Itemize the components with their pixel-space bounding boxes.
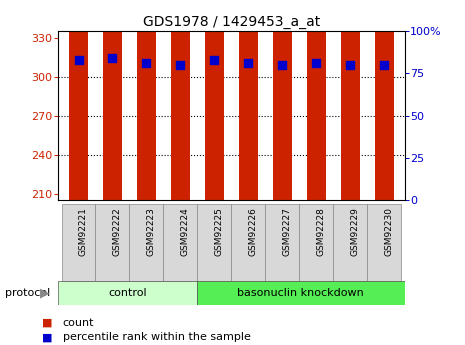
- Text: GSM92225: GSM92225: [214, 207, 223, 256]
- Text: count: count: [63, 318, 94, 327]
- Bar: [137, 0, 156, 200]
- Text: GSM92227: GSM92227: [282, 207, 291, 256]
- Point: [177, 62, 184, 68]
- Bar: [367, 204, 401, 281]
- Text: ▶: ▶: [40, 287, 50, 300]
- Text: GSM92229: GSM92229: [350, 207, 359, 256]
- Text: GSM92221: GSM92221: [79, 207, 87, 256]
- Point: [211, 57, 218, 62]
- Bar: [205, 0, 224, 200]
- Text: protocol: protocol: [5, 288, 50, 298]
- Bar: [197, 204, 232, 281]
- Bar: [69, 0, 88, 200]
- Bar: [266, 204, 299, 281]
- Bar: [171, 0, 190, 200]
- Bar: [307, 0, 326, 200]
- Point: [380, 62, 388, 68]
- Text: ■: ■: [42, 333, 53, 342]
- Text: GSM92224: GSM92224: [180, 207, 189, 256]
- Text: control: control: [108, 288, 147, 298]
- Bar: [103, 0, 122, 200]
- Bar: [375, 0, 393, 200]
- Point: [75, 57, 82, 62]
- Text: ■: ■: [42, 318, 53, 327]
- Point: [109, 55, 116, 61]
- Bar: [129, 204, 163, 281]
- Point: [143, 60, 150, 66]
- Text: GSM92222: GSM92222: [113, 207, 121, 256]
- Bar: [299, 204, 333, 281]
- Point: [312, 60, 320, 66]
- Point: [245, 60, 252, 66]
- Bar: [58, 281, 197, 305]
- Bar: [197, 281, 405, 305]
- Bar: [341, 0, 359, 200]
- Text: GSM92230: GSM92230: [384, 207, 393, 256]
- Text: GSM92226: GSM92226: [248, 207, 257, 256]
- Point: [346, 62, 354, 68]
- Bar: [232, 204, 266, 281]
- Bar: [95, 204, 129, 281]
- Text: GSM92228: GSM92228: [316, 207, 325, 256]
- Text: basonuclin knockdown: basonuclin knockdown: [237, 288, 364, 298]
- Bar: [163, 204, 197, 281]
- Text: percentile rank within the sample: percentile rank within the sample: [63, 333, 251, 342]
- Bar: [333, 204, 367, 281]
- Point: [279, 62, 286, 68]
- Bar: [273, 0, 292, 200]
- Text: GSM92223: GSM92223: [146, 207, 155, 256]
- Bar: [239, 0, 258, 200]
- Title: GDS1978 / 1429453_a_at: GDS1978 / 1429453_a_at: [143, 14, 320, 29]
- Bar: [61, 204, 95, 281]
